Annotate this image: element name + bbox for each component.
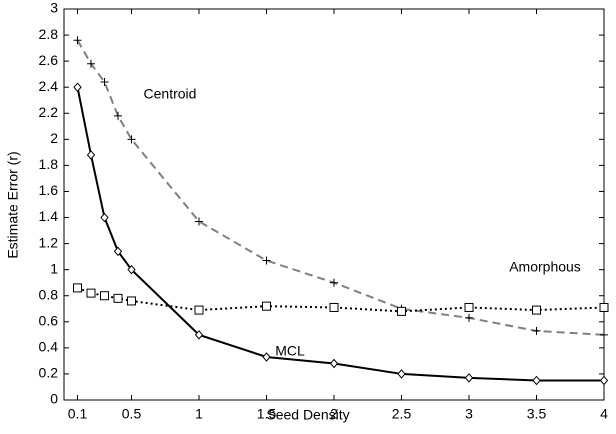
series-line xyxy=(77,286,605,313)
y-tick-label: 2 xyxy=(50,130,58,146)
marker xyxy=(329,302,339,312)
marker xyxy=(532,375,541,386)
x-tick-label: 1 xyxy=(195,406,203,422)
marker xyxy=(194,330,204,340)
marker xyxy=(465,313,473,322)
y-tick-label: 1.2 xyxy=(39,234,59,250)
marker xyxy=(87,59,95,68)
plot-frame xyxy=(63,8,605,401)
marker xyxy=(100,77,109,86)
marker xyxy=(127,135,136,144)
marker xyxy=(397,369,406,379)
marker xyxy=(113,246,123,257)
y-tick-label: 0.4 xyxy=(39,339,59,355)
marker xyxy=(127,296,136,306)
marker xyxy=(532,326,541,335)
marker xyxy=(73,36,82,45)
y-tick-label: 1.4 xyxy=(39,208,59,224)
y-tick-label: 0 xyxy=(50,391,58,407)
y-tick-label: 1 xyxy=(50,260,58,276)
y-tick-label: 0.2 xyxy=(39,365,59,381)
x-tick-label: 2 xyxy=(330,406,338,422)
marker xyxy=(599,302,609,312)
y-tick-label: 1.8 xyxy=(39,156,59,172)
x-tick-label: 4 xyxy=(600,406,608,422)
y-axis-label: Estimate Error (r) xyxy=(5,151,21,258)
y-tick-label: 2.4 xyxy=(39,78,59,94)
marker xyxy=(329,358,339,369)
series-label: MCL xyxy=(275,343,305,359)
series-line xyxy=(76,39,605,336)
marker xyxy=(330,278,338,287)
y-tick-label: 2.6 xyxy=(39,52,59,68)
marker xyxy=(73,283,82,293)
x-tick-label: 3.5 xyxy=(527,406,547,422)
marker xyxy=(397,306,406,316)
marker xyxy=(464,302,474,312)
x-tick-label: 0.1 xyxy=(68,406,88,422)
y-tick-label: 2.2 xyxy=(39,104,59,120)
marker xyxy=(86,288,96,298)
y-tick-label: 2.8 xyxy=(39,26,59,42)
marker xyxy=(114,111,122,120)
series-label: Centroid xyxy=(144,86,197,102)
marker xyxy=(113,293,123,303)
x-tick-label: 0.5 xyxy=(122,406,142,422)
series-label: Amorphous xyxy=(509,259,581,275)
marker xyxy=(262,352,271,362)
marker xyxy=(127,264,136,275)
y-tick-label: 0.6 xyxy=(39,313,59,329)
marker xyxy=(262,256,271,265)
marker xyxy=(532,305,541,315)
x-tick-label: 1.5 xyxy=(257,406,277,422)
marker xyxy=(100,291,109,301)
x-tick-label: 2.5 xyxy=(392,406,412,422)
x-axis-label: Seed Density xyxy=(266,407,349,423)
marker xyxy=(600,330,608,339)
marker xyxy=(100,212,109,223)
marker xyxy=(86,150,96,160)
marker xyxy=(73,82,82,92)
marker xyxy=(262,301,271,311)
y-tick-label: 1.6 xyxy=(39,182,59,198)
marker xyxy=(194,305,204,315)
series-line xyxy=(76,87,604,382)
x-tick-label: 3 xyxy=(465,406,473,422)
marker xyxy=(599,375,609,386)
y-tick-label: 3 xyxy=(50,0,58,16)
marker xyxy=(464,373,474,383)
marker xyxy=(195,217,203,226)
y-tick-label: 0.8 xyxy=(39,286,59,302)
